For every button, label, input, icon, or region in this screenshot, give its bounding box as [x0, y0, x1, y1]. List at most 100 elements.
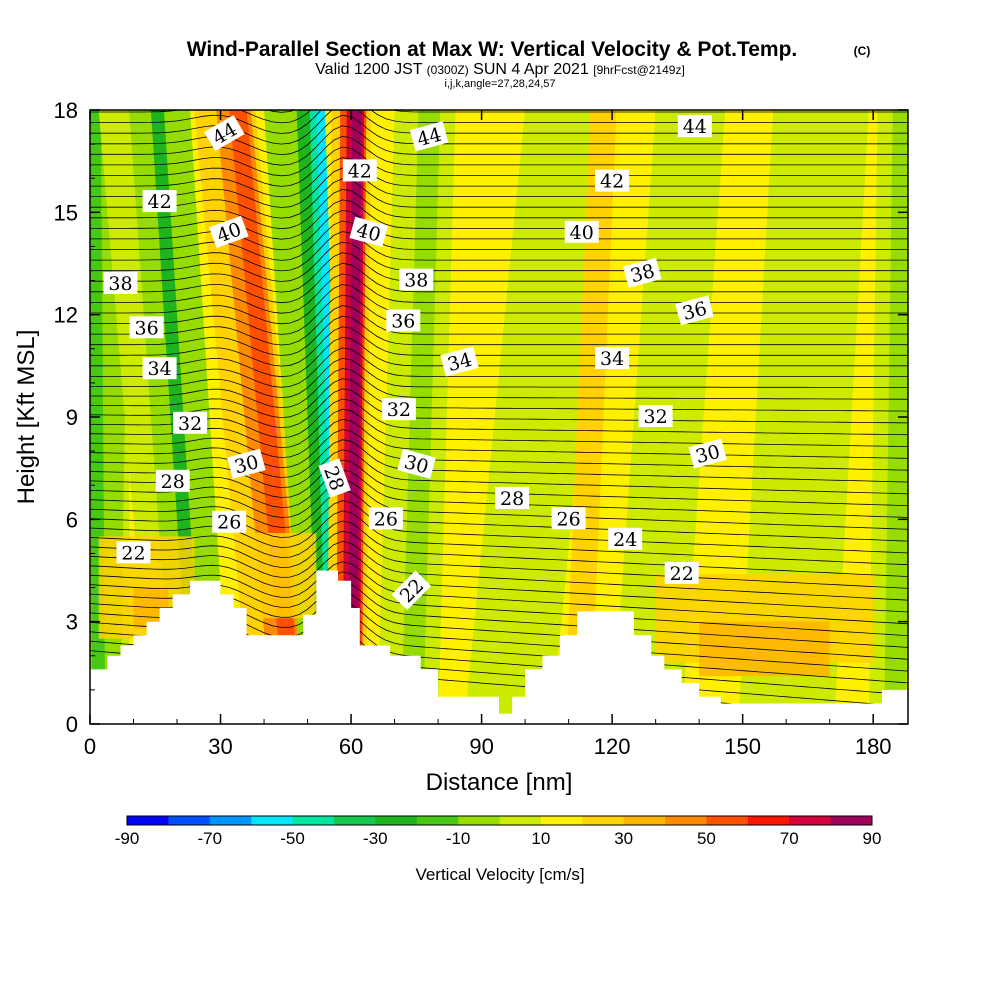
isentrope-line	[90, 125, 908, 166]
terrain	[90, 570, 908, 724]
isentrope-line	[90, 490, 908, 542]
isentrope-line	[90, 284, 908, 325]
isentrope-label-bg	[386, 309, 421, 332]
y-tick-label: 18	[54, 98, 78, 123]
isentrope-label: 30	[227, 448, 266, 479]
isentrope-line	[90, 178, 908, 219]
isentrope-label-text: 44	[683, 116, 707, 138]
isentrope-label-text: 32	[644, 406, 668, 428]
x-tick-label: 150	[724, 734, 761, 759]
isentrope-label-bg	[688, 438, 727, 469]
isentrope-line	[90, 378, 908, 419]
isentrope-label-bg	[399, 268, 434, 291]
colorbar-swatch	[582, 816, 625, 825]
isentrope-label-bg	[409, 121, 449, 152]
x-tick-label: 60	[339, 734, 363, 759]
colorbar-swatch	[665, 816, 707, 825]
isentrope-label: 32	[638, 405, 673, 428]
isentrope-label: 32	[381, 398, 416, 421]
forecast-stamp: [9hrFcst@2149z]	[593, 63, 685, 77]
velocity-band	[401, 110, 441, 724]
colorbar-swatch	[830, 816, 873, 825]
isentrope-label-bg	[173, 411, 208, 434]
isentrope-line	[90, 336, 908, 378]
x-tick-label: 180	[855, 734, 892, 759]
isentrope-label: 42	[595, 169, 630, 193]
isentrope-line	[90, 188, 908, 230]
isentrope-label: 40	[349, 216, 389, 247]
x-axis-label: Distance [nm]	[426, 769, 573, 796]
isentrope-line	[90, 520, 908, 577]
velocity-band	[347, 110, 362, 724]
isentrope-label-bg	[142, 357, 177, 380]
isentrope-label-text: 36	[135, 317, 159, 339]
isentrope-label-bg	[664, 561, 699, 584]
isentrope-label-text: 42	[600, 171, 624, 193]
isentrope-line	[90, 273, 908, 314]
colorbar-tick-label: 30	[614, 829, 633, 848]
isentrope-line	[90, 357, 908, 399]
isentrope-line	[90, 146, 908, 187]
colorbar-swatch	[375, 816, 418, 825]
valid-line: Valid 1200 JST (0300Z) SUN 4 Apr 2021 [9…	[315, 61, 685, 78]
isentrope-label-bg	[677, 115, 712, 138]
isentrope-label-text: 34	[148, 358, 172, 380]
isentrope-line	[90, 157, 908, 198]
velocity-patch	[699, 621, 830, 677]
isentrope-label: 26	[212, 510, 247, 534]
y-tick-label: 6	[66, 507, 78, 532]
isentrope-label-bg	[397, 448, 436, 479]
isentrope-label: 42	[342, 159, 377, 182]
velocity-patch	[255, 532, 317, 619]
isentrope-line	[90, 551, 908, 613]
isentrope-label-text: 22	[670, 563, 694, 585]
isentrope-label-bg	[675, 295, 714, 326]
isentrope-label: 30	[397, 448, 436, 479]
isentrope-line	[90, 439, 908, 483]
colorbar-swatch	[706, 816, 749, 825]
isentrope-label-bg	[103, 272, 138, 294]
valid-date: SUN 4 Apr 2021	[473, 61, 589, 78]
isentrope-line	[90, 571, 908, 636]
isentrope-label-text: 36	[391, 311, 415, 333]
isentrope-label-bg	[116, 541, 151, 564]
colorbar-swatch	[540, 816, 583, 825]
y-tick-label: 9	[66, 405, 78, 430]
isentrope-label-text: 40	[570, 222, 594, 244]
isentrope-line	[90, 540, 908, 601]
isentrope-label-bg	[212, 510, 247, 533]
isentrope-line	[90, 429, 908, 471]
isentrope-label-bg	[142, 190, 177, 213]
isentrope-label-text: 42	[348, 160, 372, 182]
isentrope-label-bg	[381, 398, 416, 421]
isentrope-line	[90, 294, 908, 335]
isentrope-label: 28	[495, 486, 530, 510]
isentrope-line	[90, 241, 908, 282]
y-tick-label: 15	[54, 200, 78, 225]
colorbar: -90 -70 -50 -30 -10 10 30 50 70 90	[115, 815, 881, 848]
isentrope-label-bg	[318, 458, 351, 498]
colorbar-tick-label: -90	[115, 829, 140, 848]
isentrope-label-bg	[608, 527, 643, 550]
isentrope-label: 38	[103, 272, 138, 295]
y-axis-label: Height [Kft MSL]	[13, 330, 40, 505]
colorbar-label: Vertical Velocity [cm/s]	[415, 865, 584, 884]
isentrope-line	[90, 252, 908, 293]
isentrope-label-text: 42	[148, 191, 172, 213]
colorbar-swatch	[416, 816, 459, 825]
isentrope-label-bg	[595, 347, 630, 369]
isentrope-label: 26	[551, 507, 586, 530]
isentrope-line	[90, 326, 908, 367]
isentrope-label: 34	[142, 357, 177, 380]
isentrope-line	[90, 315, 908, 356]
isentrope-line	[90, 347, 908, 388]
velocity-band	[884, 110, 908, 724]
isentrope-label-bg	[495, 486, 530, 509]
colorbar-swatch	[499, 816, 542, 825]
isentrope-label-text: 34	[600, 348, 624, 370]
isentrope-line	[90, 418, 908, 459]
x-tick-label: 90	[469, 734, 493, 759]
isentrope-label: 24	[608, 527, 643, 551]
colorbar-swatch	[168, 816, 211, 825]
